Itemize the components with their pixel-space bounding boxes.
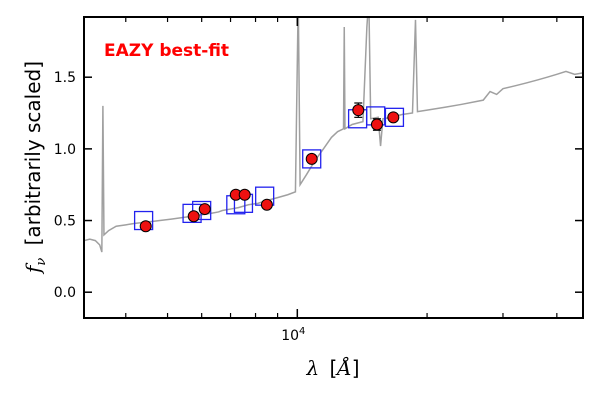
x-axis-label-symbol: λ bbox=[305, 356, 319, 380]
observed-point bbox=[305, 152, 318, 165]
y-axis-label-text: [arbitrarily scaled] bbox=[21, 61, 45, 245]
model-photometry-square bbox=[384, 107, 405, 127]
observed-point bbox=[260, 198, 273, 211]
x-axis-label: λ [Å] bbox=[305, 355, 359, 380]
observed-point bbox=[370, 118, 383, 131]
observed-point bbox=[387, 111, 400, 124]
observed-point bbox=[238, 188, 251, 201]
annotation-label: EAZY best-fit bbox=[104, 41, 229, 61]
y-axis-label-subscript: ν bbox=[34, 258, 49, 266]
y-tick-label: 1.0 bbox=[54, 142, 76, 158]
observed-point bbox=[187, 210, 200, 223]
model-photometry-square bbox=[302, 149, 322, 169]
y-tick-label: 0.5 bbox=[54, 214, 76, 230]
observed-point bbox=[139, 220, 152, 233]
y-axis-label: fν [arbitrarily scaled] bbox=[21, 61, 50, 275]
plot-background bbox=[84, 17, 583, 318]
observed-point bbox=[352, 104, 365, 117]
plot-frame bbox=[83, 16, 584, 319]
observed-point bbox=[198, 203, 211, 216]
y-tick-label: 0.0 bbox=[54, 285, 76, 301]
x-axis-label-unit: Å bbox=[335, 355, 351, 380]
x-tick-label: 104 bbox=[281, 326, 305, 344]
y-tick-label: 1.5 bbox=[54, 70, 76, 86]
